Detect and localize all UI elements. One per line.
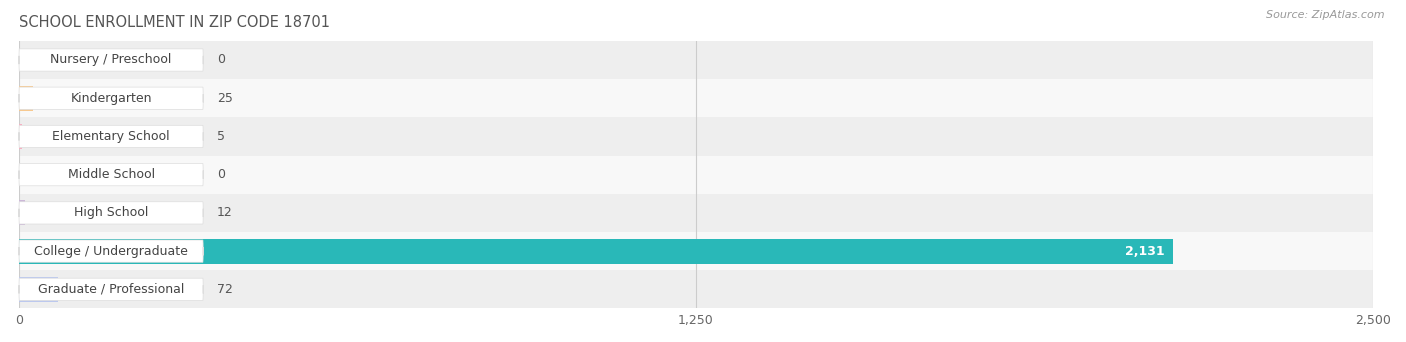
Text: High School: High School bbox=[75, 206, 148, 219]
Bar bbox=[20, 124, 21, 149]
Bar bbox=[20, 239, 1173, 264]
Text: 12: 12 bbox=[217, 206, 232, 219]
FancyBboxPatch shape bbox=[20, 125, 202, 148]
Text: College / Undergraduate: College / Undergraduate bbox=[34, 245, 188, 258]
FancyBboxPatch shape bbox=[20, 240, 202, 262]
Text: 5: 5 bbox=[217, 130, 225, 143]
Bar bbox=[20, 277, 58, 302]
Text: 2,131: 2,131 bbox=[1125, 245, 1166, 258]
Bar bbox=[20, 232, 1374, 270]
Bar bbox=[20, 86, 32, 111]
Text: Source: ZipAtlas.com: Source: ZipAtlas.com bbox=[1267, 10, 1385, 20]
FancyBboxPatch shape bbox=[20, 278, 202, 301]
Bar bbox=[20, 194, 1374, 232]
Bar bbox=[20, 117, 1374, 156]
Bar bbox=[20, 41, 1374, 79]
Text: Graduate / Professional: Graduate / Professional bbox=[38, 283, 184, 296]
Text: 25: 25 bbox=[217, 92, 232, 105]
Text: 72: 72 bbox=[217, 283, 232, 296]
FancyBboxPatch shape bbox=[20, 87, 202, 109]
Bar bbox=[20, 79, 1374, 117]
Text: Kindergarten: Kindergarten bbox=[70, 92, 152, 105]
Text: Middle School: Middle School bbox=[67, 168, 155, 181]
Bar bbox=[20, 156, 1374, 194]
Bar bbox=[20, 270, 1374, 308]
Text: 0: 0 bbox=[217, 53, 225, 66]
Text: Elementary School: Elementary School bbox=[52, 130, 170, 143]
Text: Nursery / Preschool: Nursery / Preschool bbox=[51, 53, 172, 66]
FancyBboxPatch shape bbox=[20, 163, 202, 186]
Bar bbox=[20, 200, 25, 225]
FancyBboxPatch shape bbox=[20, 49, 202, 71]
FancyBboxPatch shape bbox=[20, 202, 202, 224]
Text: 0: 0 bbox=[217, 168, 225, 181]
Text: SCHOOL ENROLLMENT IN ZIP CODE 18701: SCHOOL ENROLLMENT IN ZIP CODE 18701 bbox=[20, 15, 330, 30]
